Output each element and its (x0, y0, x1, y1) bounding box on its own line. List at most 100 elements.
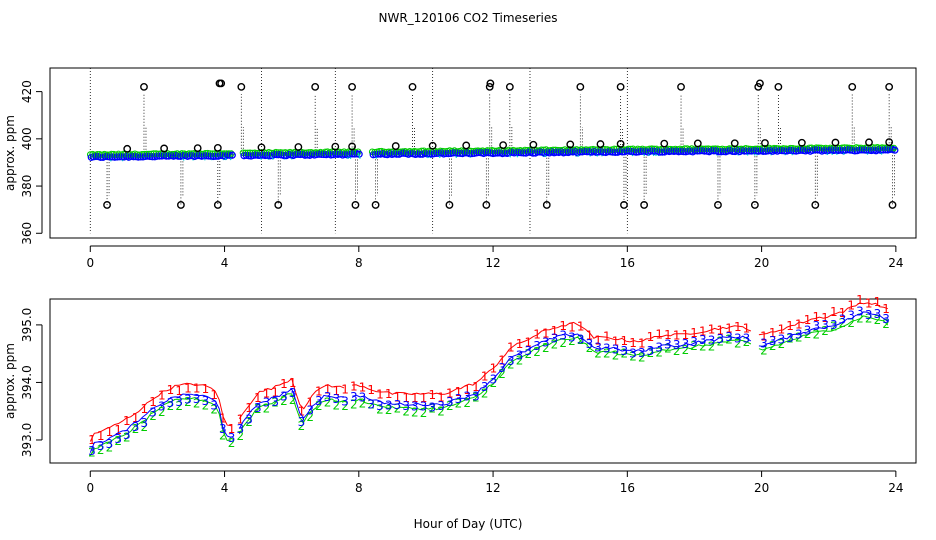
series-glyph-3: 3 (769, 334, 777, 348)
series-glyph-3: 3 (559, 328, 567, 342)
y-tick-label: 393.0 (20, 423, 34, 457)
series-glyph-2: 2 (394, 402, 402, 416)
series-glyph-2: 2 (158, 405, 166, 419)
series-glyph-2: 2 (734, 337, 742, 351)
series-glyph-3: 3 (106, 437, 114, 451)
series-glyph-3: 3 (428, 400, 436, 414)
series-glyph-1: 1 (699, 325, 707, 339)
baseline-marker-cyan (357, 152, 361, 159)
baseline-marker-blue (745, 147, 753, 155)
series-glyph-3: 3 (682, 337, 690, 351)
series-glyph-1: 1 (132, 411, 140, 425)
series-glyph-2: 2 (106, 440, 114, 454)
series-glyph-2: 2 (228, 436, 236, 450)
series-glyph-2: 2 (350, 397, 358, 411)
series-glyph-3: 3 (123, 428, 131, 442)
series-glyph-3: 3 (210, 398, 218, 412)
series-glyph-1: 1 (638, 337, 646, 351)
series-glyph-2: 2 (603, 347, 611, 361)
series-glyph-1: 1 (577, 320, 585, 334)
series-glyph-2: 2 (88, 446, 96, 460)
series-glyph-2: 2 (620, 347, 628, 361)
series-glyph-1: 1 (420, 391, 428, 405)
series-glyph-1: 1 (332, 384, 340, 398)
outlier-bump (660, 139, 669, 148)
series-glyph-1: 1 (812, 310, 820, 324)
x-tick-label: 20 (754, 256, 769, 270)
series-glyph-1: 1 (88, 433, 96, 447)
outlier-bump (160, 144, 169, 153)
series-glyph-2: 2 (123, 431, 131, 445)
series-glyph-3: 3 (463, 390, 471, 404)
series-glyph-3: 3 (167, 396, 175, 410)
series-glyph-2: 2 (856, 311, 864, 325)
series-glyph-3: 3 (577, 332, 585, 346)
series-glyph-1: 1 (472, 380, 480, 394)
series-glyph-1: 1 (847, 298, 855, 312)
series-glyph-3: 3 (114, 432, 122, 446)
series-glyph-1: 1 (114, 423, 122, 437)
series-glyph-2: 2 (655, 345, 663, 359)
outlier-high (485, 82, 494, 91)
outlier-high (140, 82, 148, 91)
series-glyph-2: 2 (428, 402, 436, 416)
outlier-bump (566, 140, 575, 149)
series-glyph-2: 2 (524, 347, 532, 361)
series-glyph-2: 2 (210, 403, 218, 417)
series-glyph-1: 1 (455, 385, 463, 399)
series-glyph-3: 3 (175, 395, 183, 409)
series-glyph-2: 2 (202, 398, 210, 412)
series-glyph-3: 3 (149, 406, 157, 420)
series-glyph-1: 1 (394, 391, 402, 405)
outlier-bump (213, 143, 222, 152)
series-glyph-2: 2 (716, 335, 724, 349)
y-tick-label: 420 (20, 80, 34, 103)
series-glyph-3: 3 (716, 332, 724, 346)
series-glyph-1: 1 (167, 383, 175, 397)
series-glyph-3: 3 (612, 343, 620, 357)
x-tick-label: 12 (485, 256, 500, 270)
outlier-bump (123, 144, 132, 153)
outlier-high (311, 82, 320, 91)
series-glyph-1: 1 (236, 413, 244, 427)
series-glyph-3: 3 (743, 331, 751, 345)
series-glyph-3: 3 (620, 344, 628, 358)
series-glyph-1: 1 (149, 395, 157, 409)
series-glyph-2: 2 (551, 338, 559, 352)
series-glyph-1: 1 (106, 425, 114, 439)
series-glyph-3: 3 (324, 390, 332, 404)
series-glyph-1: 1 (690, 326, 698, 340)
x-tick-label: 12 (485, 481, 500, 495)
baseline-marker-blue (113, 153, 121, 161)
series-glyph-2: 2 (175, 399, 183, 413)
series-glyph-2: 2 (533, 345, 541, 359)
series-glyph-1: 1 (341, 383, 349, 397)
series-glyph-2: 2 (490, 376, 498, 390)
series-line-2 (89, 315, 889, 456)
series-glyph-2: 2 (516, 353, 524, 367)
baseline-marker-blue (101, 152, 110, 161)
outlier-markers (103, 79, 897, 209)
series-line-1 (89, 302, 888, 442)
outlier-low (714, 201, 722, 209)
outlier-low (811, 201, 820, 209)
series-glyph-2: 2 (167, 399, 175, 413)
series-glyph-3: 3 (603, 342, 611, 356)
series-glyph-2: 2 (481, 386, 489, 400)
outlier-bump (865, 138, 873, 147)
series-glyph-1: 1 (97, 429, 105, 443)
x-tick-label: 0 (86, 256, 94, 270)
series-glyph-3: 3 (193, 392, 201, 406)
outlier-high (885, 82, 894, 91)
series-glyph-3: 3 (655, 340, 663, 354)
series-glyph-2: 2 (446, 399, 454, 413)
series-glyph-1: 1 (254, 391, 262, 405)
series-glyph-3: 3 (420, 399, 428, 413)
series-glyph-2: 2 (507, 358, 515, 372)
outlier-high (756, 79, 764, 88)
outlier-low (445, 201, 454, 209)
series-glyph-3: 3 (673, 338, 681, 352)
